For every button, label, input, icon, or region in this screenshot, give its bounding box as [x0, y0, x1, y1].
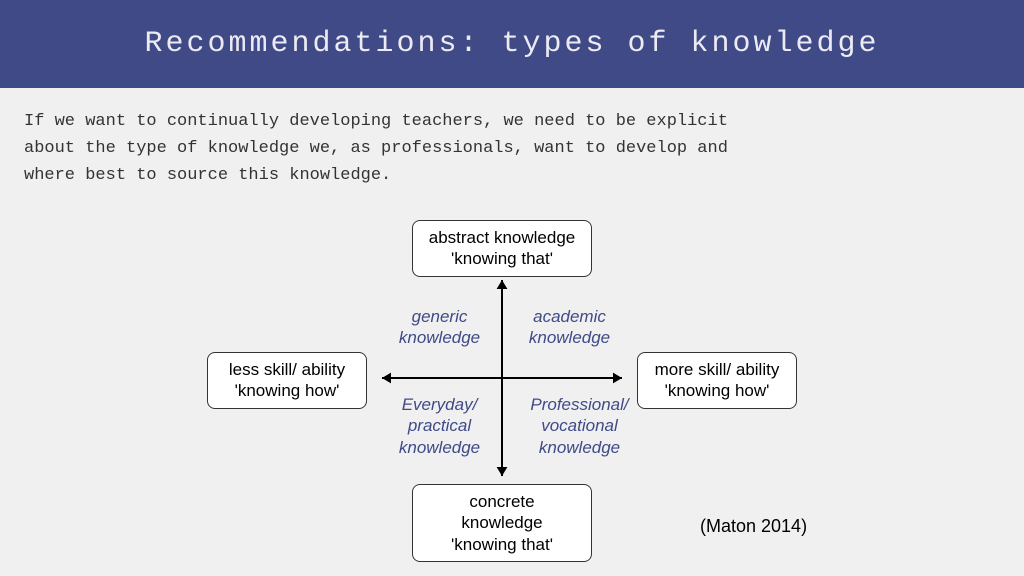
axis-label-bottom: concrete knowledge'knowing that' [412, 484, 592, 562]
citation: (Maton 2014) [700, 516, 807, 537]
quadrant-label-bl: Everyday/practicalknowledge [392, 394, 487, 458]
quadrant-label-tr: academicknowledge [522, 306, 617, 349]
quadrant-diagram: abstract knowledge'knowing that' concret… [0, 170, 1024, 550]
page-title: Recommendations: types of knowledge [144, 27, 879, 61]
axis-label-left: less skill/ ability'knowing how' [207, 352, 367, 409]
axis-label-top: abstract knowledge'knowing that' [412, 220, 592, 277]
axis-label-right: more skill/ ability'knowing how' [637, 352, 797, 409]
header-bar: Recommendations: types of knowledge [0, 0, 1024, 88]
quadrant-label-br: Professional/vocationalknowledge [522, 394, 637, 458]
quadrant-label-tl: genericknowledge [392, 306, 487, 349]
